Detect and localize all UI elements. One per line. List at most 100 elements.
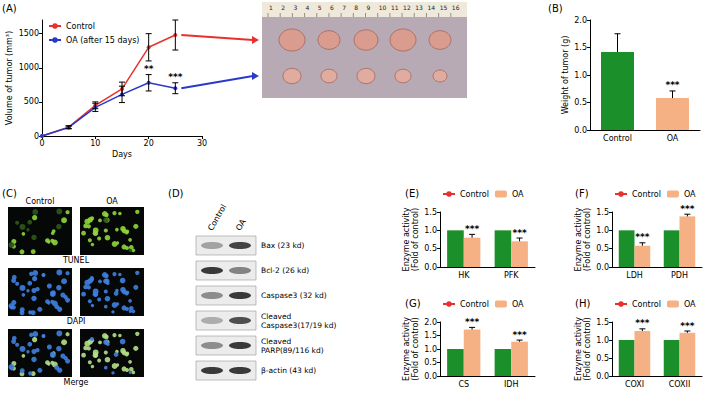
svg-text:**: ** bbox=[144, 64, 154, 74]
svg-text:Volume of tumor (mm³): Volume of tumor (mm³) bbox=[5, 31, 14, 125]
svg-text:1000: 1000 bbox=[19, 63, 39, 72]
svg-text:PARP(89/116 kd): PARP(89/116 kd) bbox=[261, 346, 324, 355]
svg-text:Enzyme activity: Enzyme activity bbox=[402, 207, 411, 271]
svg-text:IDH: IDH bbox=[504, 380, 519, 389]
svg-text:(C): (C) bbox=[2, 188, 17, 199]
svg-text:OA: OA bbox=[234, 217, 248, 232]
svg-text:0.5: 0.5 bbox=[424, 358, 437, 367]
svg-text:***: *** bbox=[635, 318, 649, 328]
svg-text:4: 4 bbox=[306, 4, 310, 11]
svg-text:1.0: 1.0 bbox=[596, 226, 609, 235]
svg-text:1.0: 1.0 bbox=[424, 226, 437, 235]
svg-text:3: 3 bbox=[293, 4, 297, 11]
svg-text:1.0: 1.0 bbox=[596, 336, 609, 345]
svg-text:COXII: COXII bbox=[669, 380, 691, 389]
svg-text:OA: OA bbox=[106, 197, 118, 206]
svg-text:14: 14 bbox=[427, 4, 435, 11]
svg-text:(F): (F) bbox=[575, 188, 589, 199]
svg-text:Control: Control bbox=[66, 22, 95, 31]
svg-text:***: *** bbox=[635, 232, 649, 242]
svg-text:***: *** bbox=[513, 228, 527, 238]
svg-text:0.0: 0.0 bbox=[596, 372, 609, 381]
svg-text:Caspase3 (32 kd): Caspase3 (32 kd) bbox=[261, 291, 327, 300]
svg-text:10: 10 bbox=[379, 4, 387, 11]
svg-text:0.5: 0.5 bbox=[596, 244, 609, 253]
svg-text:OA: OA bbox=[684, 300, 696, 309]
svg-text:10: 10 bbox=[90, 139, 100, 148]
svg-text:Control: Control bbox=[460, 300, 489, 309]
svg-text:HK: HK bbox=[458, 271, 470, 280]
svg-text:PFK: PFK bbox=[504, 271, 519, 280]
svg-text:Enzyme activity: Enzyme activity bbox=[402, 317, 411, 381]
svg-text:0.5: 0.5 bbox=[424, 244, 437, 253]
svg-text:Bax (23 kd): Bax (23 kd) bbox=[261, 241, 305, 250]
svg-text:20: 20 bbox=[144, 139, 154, 148]
svg-text:0: 0 bbox=[34, 132, 39, 141]
svg-text:0.5: 0.5 bbox=[574, 98, 587, 107]
svg-text:0: 0 bbox=[39, 139, 44, 148]
svg-text:β-actin (43 kd): β-actin (43 kd) bbox=[261, 366, 316, 375]
svg-text:1.5: 1.5 bbox=[424, 208, 437, 217]
svg-text:9: 9 bbox=[367, 4, 371, 11]
svg-text:Days: Days bbox=[112, 150, 132, 159]
svg-text:(A): (A) bbox=[2, 3, 17, 14]
svg-text:(Fold of control): (Fold of control) bbox=[411, 317, 420, 380]
svg-text:Cleaved: Cleaved bbox=[261, 312, 292, 321]
svg-text:1.0: 1.0 bbox=[574, 71, 587, 80]
svg-text:(B): (B) bbox=[548, 3, 563, 14]
svg-text:Bcl-2 (26 kd): Bcl-2 (26 kd) bbox=[261, 266, 309, 275]
svg-text:Weight of tumor (g): Weight of tumor (g) bbox=[561, 36, 570, 115]
svg-text:PDH: PDH bbox=[671, 271, 688, 280]
svg-text:7: 7 bbox=[342, 4, 346, 11]
svg-text:CS: CS bbox=[458, 380, 469, 389]
svg-text:0.0: 0.0 bbox=[574, 126, 587, 135]
svg-text:(G): (G) bbox=[405, 298, 421, 309]
svg-text:***: *** bbox=[680, 204, 694, 214]
svg-text:TUNEL: TUNEL bbox=[62, 256, 90, 265]
svg-text:(H): (H) bbox=[575, 298, 590, 309]
svg-text:11: 11 bbox=[391, 4, 399, 11]
svg-text:(Fold of control): (Fold of control) bbox=[583, 317, 592, 380]
svg-text:Control: Control bbox=[460, 190, 489, 199]
svg-text:COXI: COXI bbox=[625, 380, 644, 389]
svg-text:DAPI: DAPI bbox=[67, 317, 86, 326]
svg-text:1.5: 1.5 bbox=[596, 318, 609, 327]
svg-text:Control: Control bbox=[632, 190, 661, 199]
svg-text:0.0: 0.0 bbox=[424, 263, 437, 272]
svg-text:2.0: 2.0 bbox=[574, 16, 587, 25]
svg-text:***: *** bbox=[465, 224, 479, 234]
svg-text:500: 500 bbox=[24, 97, 39, 106]
svg-text:LDH: LDH bbox=[626, 271, 643, 280]
svg-text:0.0: 0.0 bbox=[596, 263, 609, 272]
svg-text:5: 5 bbox=[318, 4, 322, 11]
svg-text:Merge: Merge bbox=[64, 378, 89, 387]
svg-text:8: 8 bbox=[354, 4, 358, 11]
svg-text:0.5: 0.5 bbox=[596, 354, 609, 363]
svg-text:Control: Control bbox=[632, 300, 661, 309]
svg-text:OA: OA bbox=[684, 190, 696, 199]
svg-text:(Fold of control): (Fold of control) bbox=[583, 208, 592, 271]
svg-text:1.5: 1.5 bbox=[574, 43, 587, 52]
svg-text:6: 6 bbox=[330, 4, 334, 11]
svg-text:***: *** bbox=[665, 80, 679, 90]
svg-text:30: 30 bbox=[197, 139, 207, 148]
svg-text:2: 2 bbox=[281, 4, 285, 11]
svg-text:OA (after 15 days): OA (after 15 days) bbox=[66, 36, 140, 45]
svg-text:Control: Control bbox=[26, 197, 55, 206]
svg-text:Enzyme activity: Enzyme activity bbox=[574, 317, 583, 381]
svg-text:12: 12 bbox=[403, 4, 411, 11]
svg-text:13: 13 bbox=[415, 4, 423, 11]
svg-text:15: 15 bbox=[440, 4, 448, 11]
svg-text:OA: OA bbox=[512, 300, 524, 309]
svg-text:1.5: 1.5 bbox=[424, 331, 437, 340]
svg-text:0.0: 0.0 bbox=[424, 372, 437, 381]
svg-text:1.0: 1.0 bbox=[424, 345, 437, 354]
svg-text:(D): (D) bbox=[168, 188, 184, 199]
svg-text:2.0: 2.0 bbox=[424, 318, 437, 327]
svg-text:Control: Control bbox=[206, 203, 228, 233]
svg-text:***: *** bbox=[680, 321, 694, 331]
svg-text:1500: 1500 bbox=[19, 29, 39, 38]
svg-text:OA: OA bbox=[512, 190, 524, 199]
svg-text:1: 1 bbox=[269, 4, 273, 11]
svg-text:16: 16 bbox=[452, 4, 460, 11]
